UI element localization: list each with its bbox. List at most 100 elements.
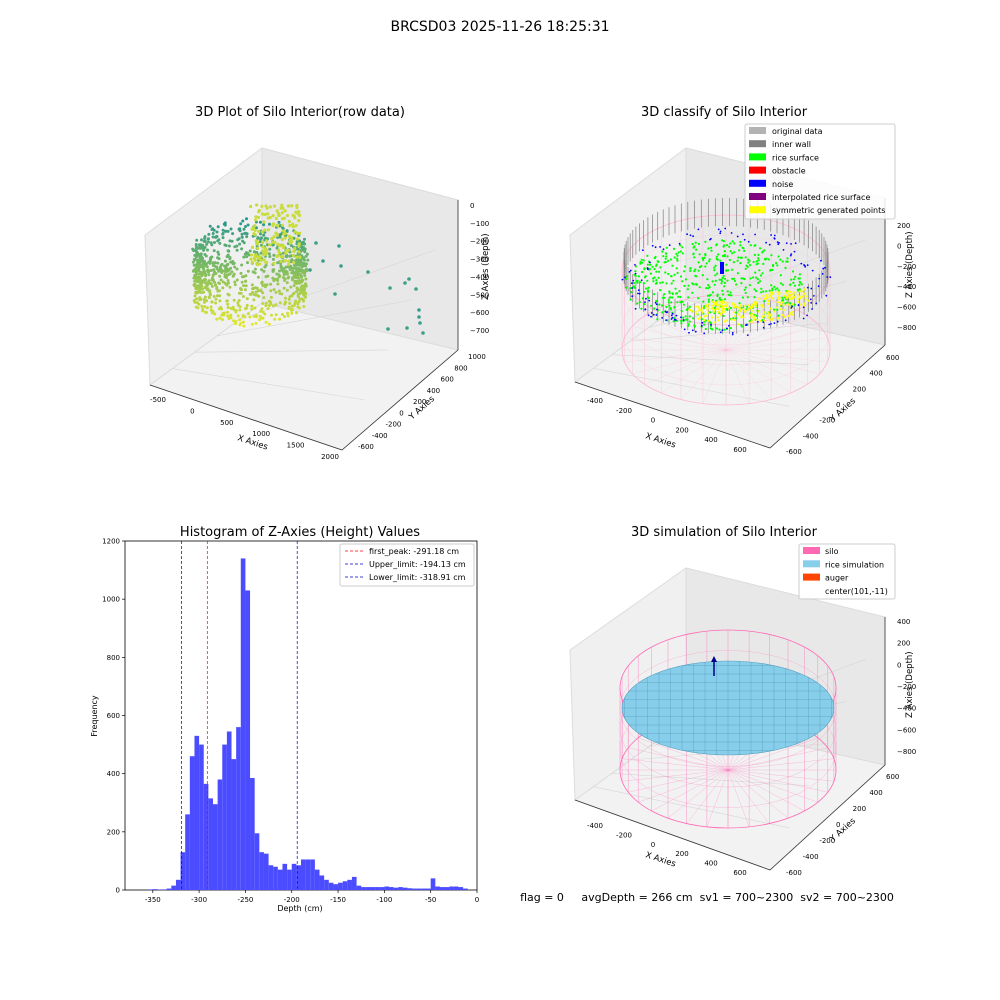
raw-point bbox=[238, 308, 242, 312]
raw-point bbox=[292, 263, 296, 267]
raw-point bbox=[289, 285, 293, 289]
raw-y-tick-label: 600 bbox=[441, 376, 454, 384]
symmetric-point bbox=[803, 304, 806, 307]
rice-surface-point bbox=[643, 303, 646, 306]
symmetric-point bbox=[707, 306, 710, 309]
symmetric-point bbox=[776, 306, 779, 309]
histogram-bar bbox=[444, 887, 450, 890]
symmetric-point bbox=[776, 301, 779, 304]
rice-surface-point bbox=[643, 290, 646, 293]
raw-point bbox=[294, 224, 298, 228]
rice-surface-point bbox=[762, 262, 765, 265]
raw-point bbox=[249, 253, 254, 257]
raw-point bbox=[230, 239, 234, 243]
rice-surface-point bbox=[672, 247, 676, 250]
raw-point bbox=[241, 219, 245, 223]
raw-point bbox=[295, 290, 298, 293]
rice-surface-point bbox=[779, 274, 782, 277]
symmetric-point bbox=[758, 297, 761, 300]
rice-surface-point bbox=[784, 302, 787, 305]
raw-point bbox=[261, 240, 265, 244]
noise-point bbox=[628, 271, 631, 273]
raw-point bbox=[209, 308, 213, 312]
rice-surface-point bbox=[715, 244, 718, 247]
raw-outlier-point bbox=[403, 281, 407, 285]
auger-tip bbox=[711, 656, 717, 662]
rice-surface-point bbox=[677, 251, 680, 254]
rice-surface-point bbox=[687, 284, 690, 287]
raw-point bbox=[241, 320, 245, 324]
raw-point bbox=[301, 278, 305, 282]
raw-point bbox=[264, 247, 268, 251]
raw-point bbox=[196, 258, 200, 262]
raw-point bbox=[272, 261, 276, 266]
rice-surface-point bbox=[710, 246, 713, 249]
rice-surface-point bbox=[738, 302, 741, 305]
classify-legend-label: rice surface bbox=[772, 153, 819, 162]
raw-point bbox=[202, 298, 206, 302]
noise-point bbox=[650, 315, 652, 318]
symmetric-point bbox=[703, 319, 706, 322]
rice-surface-point bbox=[682, 303, 686, 306]
raw-point bbox=[275, 272, 279, 276]
rice-surface-point bbox=[653, 276, 656, 279]
histogram-bar bbox=[449, 886, 454, 890]
noise-point bbox=[634, 264, 636, 266]
rice-surface-point bbox=[725, 308, 728, 311]
gridline bbox=[217, 299, 412, 337]
raw-point bbox=[261, 245, 265, 249]
rice-surface-point bbox=[781, 296, 784, 299]
noise-point bbox=[785, 242, 788, 245]
raw-point bbox=[283, 259, 287, 263]
symmetric-point bbox=[804, 298, 807, 301]
histogram-y-tick-label: 1000 bbox=[102, 596, 120, 604]
rice-surface-point bbox=[742, 277, 745, 280]
symmetric-point bbox=[777, 296, 780, 299]
silo-floor-spoke bbox=[725, 349, 828, 363]
rice-surface-point bbox=[669, 296, 672, 299]
simulation-legend-swatch bbox=[803, 573, 820, 581]
rice-surface-point bbox=[665, 305, 668, 309]
rice-surface-point bbox=[704, 327, 707, 331]
symmetric-point bbox=[807, 299, 810, 302]
raw-point bbox=[259, 309, 263, 313]
raw-point bbox=[298, 258, 302, 262]
raw-point bbox=[297, 210, 301, 214]
raw-point bbox=[303, 274, 307, 278]
raw-point bbox=[271, 240, 275, 244]
raw-point bbox=[193, 294, 197, 298]
raw-point bbox=[232, 319, 236, 323]
raw-point bbox=[208, 224, 212, 228]
silo-floor-spoke bbox=[725, 300, 772, 351]
rice-surface-point bbox=[777, 255, 780, 258]
symmetric-point bbox=[792, 297, 795, 300]
rice-surface-point bbox=[676, 254, 679, 257]
raw-point bbox=[224, 244, 228, 247]
rice-surface-point bbox=[741, 296, 745, 299]
silo-mid-ring bbox=[619, 650, 837, 767]
rice-surface-point bbox=[735, 283, 738, 286]
raw-point bbox=[292, 260, 296, 264]
silo-floor-spoke bbox=[727, 769, 805, 812]
histogram-bar bbox=[236, 727, 241, 890]
rice-surface-point bbox=[684, 278, 688, 281]
rice-surface-point bbox=[744, 291, 747, 295]
rice-surface-point bbox=[671, 264, 674, 267]
classify-point-cloud bbox=[621, 198, 832, 336]
noise-point bbox=[802, 317, 805, 320]
raw-point bbox=[209, 241, 213, 245]
raw-point bbox=[226, 249, 230, 253]
sim-y-tick-label: -400 bbox=[803, 853, 819, 861]
raw-point bbox=[269, 289, 273, 293]
noise-point bbox=[765, 241, 767, 244]
raw-point bbox=[202, 300, 206, 304]
raw-point bbox=[291, 225, 295, 229]
symmetric-point bbox=[746, 309, 749, 312]
symmetric-point bbox=[787, 295, 790, 298]
raw-point bbox=[269, 295, 273, 299]
raw-outlier-point bbox=[321, 259, 325, 263]
rice-surface-point bbox=[748, 320, 751, 323]
noise-point bbox=[651, 244, 654, 247]
raw-point bbox=[289, 264, 293, 268]
rice-surface-point bbox=[681, 252, 684, 255]
